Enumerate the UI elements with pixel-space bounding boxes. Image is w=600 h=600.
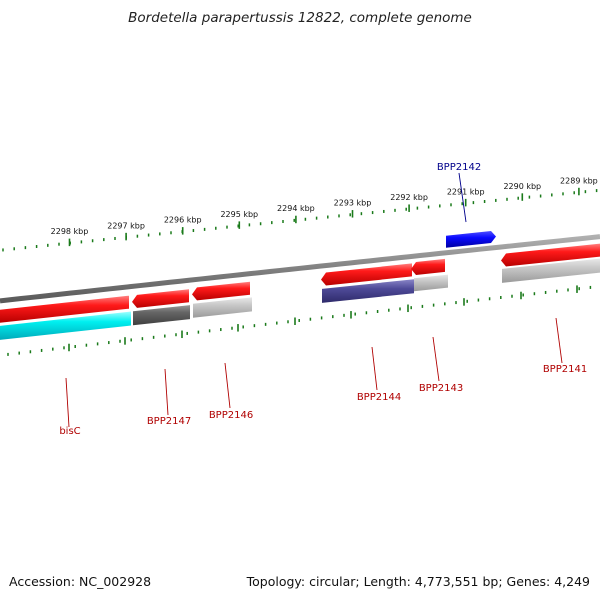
scale-tick-labels: 2298 kbp 2297 kbp 2296 kbp 2295 kbp 2294 kbp…	[51, 176, 598, 236]
gene-bpp2144-arrow	[321, 263, 412, 286]
cds-bpp2146-bar	[193, 297, 252, 318]
gene-label-bpp2144[interactable]: BPP2144	[357, 392, 401, 403]
gene-bpp2146-arrow	[192, 281, 250, 301]
tick-label: 2289 kbp	[560, 176, 598, 185]
gene-features	[0, 231, 600, 340]
cds-bpp2144-bar	[322, 279, 414, 303]
gene-labels: bisC BPP2147 BPP2146 BPP2144 BPP2143 BPP2142 B…	[59, 162, 587, 437]
tick-label: 2293 kbp	[334, 199, 372, 208]
tick-label: 2291 kbp	[447, 187, 485, 196]
cds-bpp2143-bar	[414, 274, 448, 292]
tick-label: 2295 kbp	[220, 210, 258, 219]
gene-label-bpp2141[interactable]: BPP2141	[543, 364, 587, 375]
tick-label: 2297 kbp	[107, 221, 145, 230]
gene-label-bpp2142[interactable]: BPP2142	[437, 162, 481, 173]
leader-line-bpp2141	[555, 317, 563, 364]
tick-label: 2294 kbp	[277, 204, 315, 213]
tick-label: 2298 kbp	[51, 227, 89, 236]
leader-line-bpp2147	[164, 368, 169, 416]
gene-label-bpp2143[interactable]: BPP2143	[419, 383, 463, 394]
outer-scale-ticks	[2, 187, 598, 252]
gene-bpp2147-arrow	[132, 289, 189, 308]
leader-line-bpp2146	[224, 362, 231, 409]
map-title: Bordetella parapertussis 12822, complete…	[128, 10, 472, 26]
gene-label-bisc[interactable]: bisC	[59, 426, 80, 437]
topology-label: Topology: circular; Length: 4,773,551 bp…	[246, 574, 590, 589]
gene-bpp2143-arrow	[411, 258, 445, 275]
cds-bpp2141-bar	[502, 258, 600, 283]
genome-backbone	[0, 234, 600, 304]
tick-label: 2290 kbp	[503, 182, 541, 191]
tick-label: 2292 kbp	[390, 193, 428, 202]
tick-label: 2296 kbp	[164, 216, 202, 225]
leader-line-bisc	[65, 377, 70, 428]
cds-bisc-bar	[0, 311, 131, 340]
cds-bpp2147-bar	[133, 305, 190, 326]
leader-line-bpp2142	[458, 172, 467, 223]
gene-bpp2141-arrow	[501, 243, 600, 267]
inner-scale-ticks	[7, 285, 592, 356]
leader-line-bpp2143	[432, 336, 440, 382]
leader-line-bpp2144	[371, 346, 378, 391]
accession-label: Accession: NC_002928	[9, 574, 152, 589]
gene-bpp2142-arrow	[446, 231, 496, 248]
gene-label-bpp2147[interactable]: BPP2147	[147, 416, 191, 427]
gene-label-bpp2146[interactable]: BPP2146	[209, 410, 253, 421]
gene-bisc-arrow	[0, 295, 129, 323]
